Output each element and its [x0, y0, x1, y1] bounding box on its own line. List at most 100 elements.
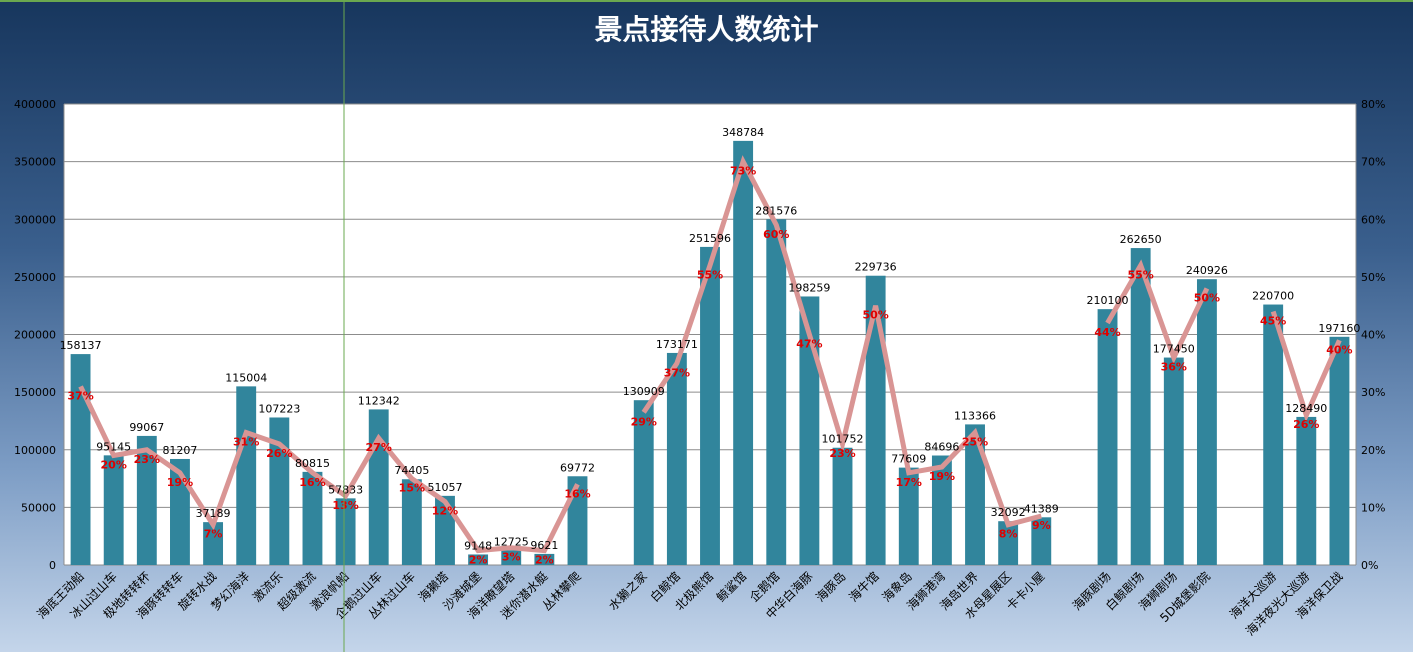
percent-label: 13%: [332, 499, 358, 512]
bar: [898, 467, 919, 565]
percent-label: 47%: [796, 338, 822, 351]
chart-title: 景点接待人数统计: [594, 13, 819, 46]
y-tick-label: 150000: [14, 386, 56, 399]
bar: [799, 296, 820, 565]
ratio-line: [1105, 259, 1210, 365]
bar: [965, 424, 985, 565]
y-tick-label: 100000: [14, 444, 56, 457]
percent-label: 17%: [896, 476, 922, 489]
bar: [633, 400, 654, 565]
bar-value-label: 130909: [623, 385, 665, 398]
bar-value-label: 99067: [129, 421, 164, 434]
bar-value-label: 77609: [891, 453, 926, 466]
bar: [733, 140, 754, 565]
y2-tick-label: 70%: [1361, 156, 1385, 169]
bar-value-label: 41389: [1024, 502, 1059, 515]
bar: [1329, 336, 1350, 565]
percent-label: 7%: [204, 528, 223, 541]
bar-value-label: 197160: [1318, 322, 1360, 335]
y2-tick-label: 60%: [1361, 213, 1385, 226]
percent-label: 25%: [962, 435, 988, 448]
bar: [1263, 304, 1284, 565]
bar-value-label: 113366: [954, 409, 996, 422]
percent-label: 23%: [829, 447, 855, 460]
bar: [501, 550, 522, 565]
ratio-line: [78, 385, 580, 554]
bar-value-label: 251596: [689, 232, 731, 245]
y-tick-label: 350000: [14, 156, 56, 169]
bar-value-label: 51057: [427, 481, 462, 494]
x-tick-label: 海豚岛: [813, 569, 849, 605]
bar: [302, 471, 323, 565]
y-tick-label: 50000: [21, 501, 56, 514]
bar: [1031, 517, 1052, 565]
percent-label: 60%: [763, 228, 789, 241]
bar-value-label: 81207: [162, 444, 197, 457]
bar: [269, 417, 290, 565]
bar: [766, 219, 787, 565]
bar-value-label: 107223: [258, 402, 300, 415]
x-tick-label: 海牛馆: [846, 569, 882, 605]
percent-label: 55%: [697, 268, 723, 281]
bar: [136, 435, 157, 565]
x-tick-label: 水獭之家: [605, 569, 650, 614]
percent-label: 19%: [929, 470, 955, 483]
bar-value-label: 281576: [755, 204, 797, 217]
bar: [1163, 357, 1184, 565]
percent-label: 44%: [1094, 326, 1120, 339]
bar-value-label: 32092: [991, 506, 1026, 519]
bar-value-label: 9621: [530, 539, 558, 552]
bar: [1296, 416, 1317, 565]
percent-label: 29%: [631, 415, 657, 428]
bar: [401, 479, 422, 565]
percent-label: 26%: [266, 447, 292, 460]
percent-label: 2%: [469, 554, 488, 567]
bar-value-label: 198259: [788, 281, 830, 294]
bar-value-label: 12725: [494, 535, 529, 548]
bar-value-label: 84696: [924, 441, 959, 454]
bar: [368, 409, 389, 565]
ratio-line: [641, 155, 1042, 528]
percent-label: 40%: [1326, 343, 1352, 356]
percent-label: 37%: [67, 389, 93, 402]
percent-label: 37%: [664, 366, 690, 379]
percent-label: 50%: [862, 309, 888, 322]
bar: [203, 522, 224, 565]
bar-value-label: 9148: [464, 539, 492, 552]
bar: [666, 352, 687, 565]
bar: [335, 498, 356, 565]
y-tick-label: 300000: [14, 213, 56, 226]
percent-label: 36%: [1161, 361, 1187, 374]
bar-value-label: 128490: [1285, 402, 1327, 415]
bar: [832, 447, 853, 565]
percent-label: 45%: [1260, 314, 1286, 327]
bar-value-label: 57833: [328, 483, 363, 496]
bar: [865, 275, 886, 565]
bar-value-label: 229736: [855, 261, 897, 274]
bar-value-label: 177450: [1153, 343, 1195, 356]
bar-value-label: 240926: [1186, 264, 1228, 277]
y2-tick-label: 20%: [1361, 444, 1385, 457]
bar: [70, 354, 91, 565]
bar: [236, 386, 257, 565]
y2-tick-label: 0%: [1361, 559, 1378, 572]
bar: [1097, 309, 1118, 565]
bar: [1196, 279, 1217, 565]
x-tick-label: 鲸鲨馆: [713, 569, 749, 605]
bar: [998, 521, 1019, 565]
bar-value-label: 112342: [358, 394, 400, 407]
percent-label: 12%: [432, 505, 458, 518]
bar-value-label: 69772: [560, 461, 595, 474]
percent-label: 23%: [134, 453, 160, 466]
bar: [700, 246, 720, 565]
bar-value-label: 262650: [1120, 233, 1162, 246]
bar-value-label: 80815: [295, 457, 330, 470]
bar-value-label: 101752: [822, 433, 864, 446]
percent-label: 16%: [299, 476, 325, 489]
percent-label: 50%: [1194, 291, 1220, 304]
y2-tick-label: 80%: [1361, 98, 1385, 111]
bar-value-label: 158137: [60, 339, 102, 352]
y2-tick-label: 40%: [1361, 329, 1385, 342]
percent-label: 55%: [1127, 268, 1153, 281]
